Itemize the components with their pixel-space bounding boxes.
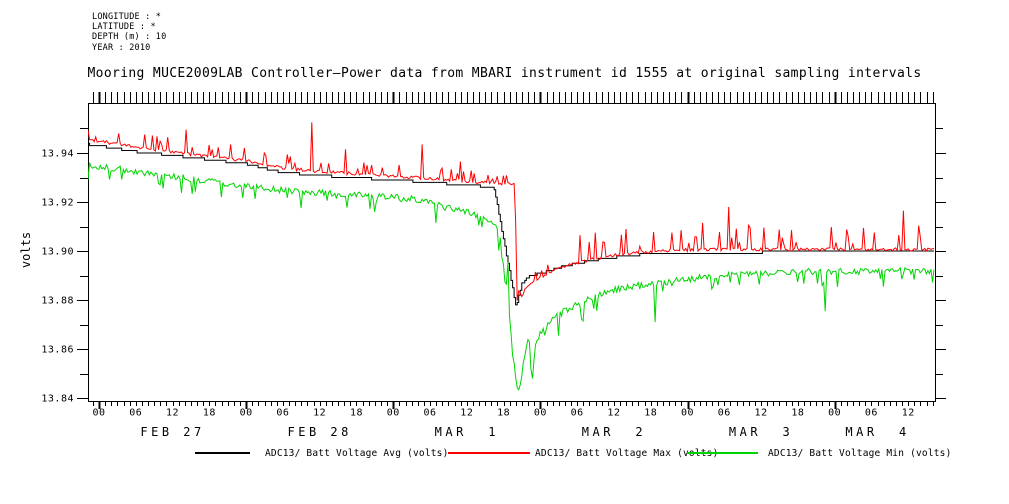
x-axis-date-label: MAR 4 bbox=[845, 425, 909, 439]
axis-tick-label: 12 bbox=[313, 408, 326, 419]
axis-tick-label: 18 bbox=[497, 408, 510, 419]
legend-label-avg: ADC13/ Batt Voltage Avg (volts) bbox=[265, 448, 449, 459]
axis-tick-label: 00 bbox=[681, 408, 694, 419]
axis-tick-label: 06 bbox=[571, 408, 584, 419]
x-axis-date-label: FEB 27 bbox=[140, 425, 204, 439]
axis-tick-label: 18 bbox=[791, 408, 804, 419]
plot-border bbox=[88, 103, 936, 402]
axis-tick-label: 00 bbox=[92, 408, 105, 419]
series-min-line bbox=[88, 162, 935, 391]
axis-tick-label: 13.88 bbox=[41, 296, 74, 307]
axis-tick-label: 18 bbox=[203, 408, 216, 419]
x-axis-date-label: MAR 2 bbox=[582, 425, 646, 439]
header-metadata: LONGITUDE : * LATITUDE : * DEPTH (m) : 1… bbox=[92, 12, 166, 53]
axis-tick-label: 18 bbox=[644, 408, 657, 419]
axis-tick-label: 13.84 bbox=[41, 394, 74, 405]
axis-tick-label: 18 bbox=[350, 408, 363, 419]
axis-tick-label: 00 bbox=[387, 408, 400, 419]
plot-title: Mooring MUCE2009LAB Controller–Power dat… bbox=[87, 66, 922, 81]
axis-ticks bbox=[77, 92, 946, 409]
metadata-longitude: LONGITUDE : * bbox=[92, 12, 162, 22]
legend-label-min: ADC13/ Batt Voltage Min (volts) bbox=[768, 448, 952, 459]
legend-swatch-max-line bbox=[448, 452, 530, 454]
axis-tick-label: 06 bbox=[865, 408, 878, 419]
axis-tick-label: 12 bbox=[460, 408, 473, 419]
x-axis-date-label: MAR 3 bbox=[729, 425, 793, 439]
legend-swatch-min-line bbox=[687, 452, 758, 454]
axis-tick-label: 13.94 bbox=[41, 148, 74, 159]
axis-tick-label: 12 bbox=[902, 408, 915, 419]
metadata-latitude: LATITUDE : * bbox=[92, 22, 156, 33]
axis-tick-labels: 13.84 13.86 13.88 13.90 13.92 13.94 00 06 12 18 00… bbox=[41, 148, 914, 439]
series-max-line bbox=[88, 122, 935, 301]
axis-tick-label: 00 bbox=[828, 408, 841, 419]
axis-tick-label: 00 bbox=[534, 408, 547, 419]
x-axis-date-label: FEB 28 bbox=[288, 425, 352, 439]
metadata-year: YEAR : 2010 bbox=[92, 42, 151, 53]
axis-tick-label: 12 bbox=[755, 408, 768, 419]
axis-tick-label: 12 bbox=[607, 408, 620, 419]
axis-tick-label: 06 bbox=[424, 408, 437, 419]
metadata-depth: DEPTH (m) : 10 bbox=[92, 32, 167, 43]
axis-tick-label: 06 bbox=[129, 408, 142, 419]
axis-tick-label: 06 bbox=[718, 408, 731, 419]
data-series bbox=[88, 122, 935, 391]
axis-tick-label: 13.86 bbox=[41, 345, 74, 356]
legend-swatch-avg-line bbox=[195, 452, 250, 454]
x-axis-date-label: MAR 1 bbox=[435, 425, 499, 439]
axis-tick-label: 13.90 bbox=[41, 247, 74, 258]
series-avg-line bbox=[88, 142, 934, 306]
axis-tick-label: 13.92 bbox=[41, 198, 74, 209]
axis-tick-label: 12 bbox=[166, 408, 179, 419]
axis-tick-label: 06 bbox=[276, 408, 289, 419]
axis-tick-label: 00 bbox=[240, 408, 253, 419]
